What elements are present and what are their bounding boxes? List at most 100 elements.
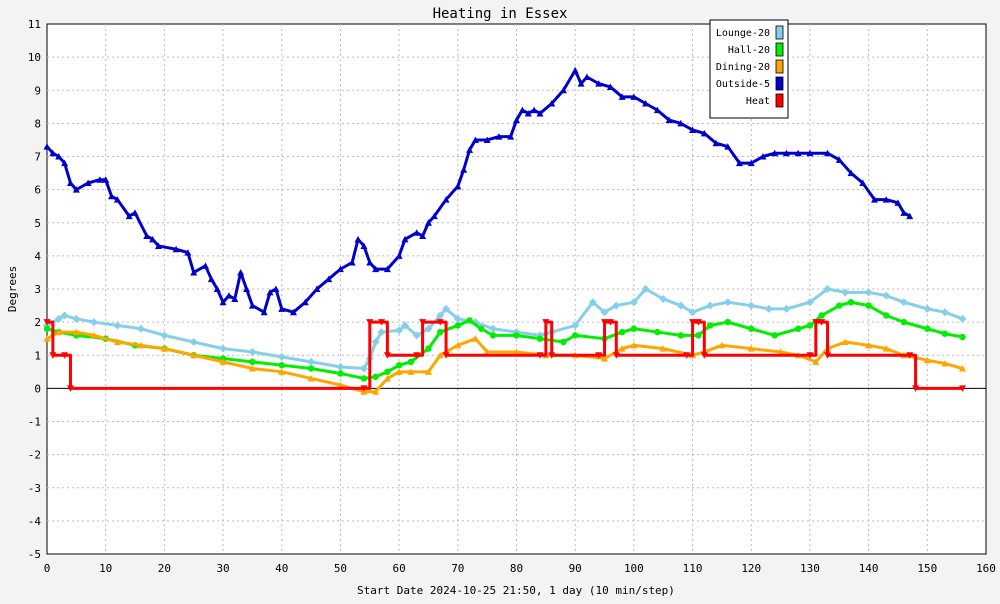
data-point bbox=[143, 232, 151, 239]
series-lounge-20 bbox=[43, 285, 967, 373]
data-point bbox=[601, 319, 609, 326]
x-tick-label: 40 bbox=[275, 562, 288, 575]
data-point bbox=[906, 352, 914, 359]
data-point bbox=[571, 66, 579, 74]
data-point bbox=[383, 265, 391, 273]
data-point bbox=[336, 362, 345, 371]
data-point bbox=[325, 275, 333, 283]
data-point bbox=[66, 385, 74, 392]
data-point bbox=[841, 288, 850, 297]
data-point bbox=[483, 348, 491, 355]
data-point bbox=[278, 368, 286, 375]
data-point bbox=[207, 275, 215, 283]
data-point bbox=[724, 318, 731, 326]
x-tick-label: 100 bbox=[624, 562, 644, 575]
data-point bbox=[641, 285, 650, 293]
series-outside-5 bbox=[43, 66, 914, 316]
data-point bbox=[54, 314, 63, 323]
data-point bbox=[642, 100, 650, 107]
data-point bbox=[782, 149, 790, 157]
data-point bbox=[654, 328, 661, 336]
data-point bbox=[336, 381, 344, 389]
data-point bbox=[653, 106, 661, 114]
data-point bbox=[454, 182, 462, 190]
data-point bbox=[377, 328, 386, 337]
data-point bbox=[360, 385, 368, 392]
series-hall-20 bbox=[43, 299, 966, 382]
y-tick-label: 6 bbox=[34, 184, 41, 197]
y-tick-label: 9 bbox=[34, 84, 41, 97]
data-point bbox=[401, 235, 409, 243]
data-point bbox=[437, 328, 444, 336]
data-point bbox=[489, 332, 497, 339]
data-point bbox=[513, 332, 520, 339]
data-point bbox=[248, 347, 257, 356]
data-point bbox=[706, 322, 714, 329]
data-point bbox=[959, 333, 966, 341]
data-point bbox=[958, 314, 967, 323]
x-tick-label: 160 bbox=[976, 562, 996, 575]
series-heat bbox=[43, 319, 967, 392]
data-point bbox=[630, 325, 638, 332]
data-point bbox=[219, 344, 228, 353]
x-tick-label: 0 bbox=[44, 562, 51, 575]
data-point bbox=[237, 268, 245, 276]
data-point bbox=[225, 292, 233, 299]
data-point bbox=[882, 196, 890, 203]
x-axis-label: Start Date 2024-10-25 21:50, 1 day (10 m… bbox=[357, 584, 675, 597]
data-point bbox=[436, 319, 444, 326]
data-point bbox=[883, 312, 890, 319]
data-point bbox=[894, 199, 902, 206]
data-point bbox=[724, 143, 732, 150]
data-point bbox=[495, 133, 503, 140]
series-line bbox=[46, 300, 963, 380]
data-point bbox=[559, 86, 567, 94]
data-point bbox=[424, 324, 433, 333]
chart-title: Heating in Essex bbox=[433, 6, 568, 22]
data-point bbox=[835, 156, 843, 163]
data-point bbox=[536, 109, 544, 117]
data-point bbox=[72, 328, 80, 336]
series-dining-20 bbox=[43, 328, 967, 395]
data-point bbox=[595, 352, 603, 359]
data-point bbox=[588, 298, 597, 307]
legend-box bbox=[709, 19, 789, 119]
data-point bbox=[794, 149, 802, 157]
data-point bbox=[612, 352, 620, 359]
data-point bbox=[683, 352, 691, 359]
data-point bbox=[747, 345, 755, 352]
data-point bbox=[407, 358, 415, 366]
legend-label: Hall-20 bbox=[728, 45, 770, 56]
data-point bbox=[213, 285, 221, 292]
x-tick-label: 120 bbox=[741, 562, 761, 575]
data-point bbox=[313, 285, 321, 292]
y-axis-label: Degrees bbox=[6, 266, 19, 312]
data-point bbox=[453, 314, 462, 323]
data-point bbox=[836, 302, 843, 309]
data-point bbox=[747, 301, 756, 310]
y-tick-label: 7 bbox=[34, 151, 41, 164]
data-point bbox=[395, 361, 403, 369]
x-tick-label: 70 bbox=[451, 562, 464, 575]
data-point bbox=[471, 335, 479, 342]
y-tick-label: 0 bbox=[34, 382, 41, 395]
data-point bbox=[419, 232, 427, 239]
data-point bbox=[366, 319, 374, 326]
data-point bbox=[395, 368, 403, 375]
data-point bbox=[712, 139, 720, 147]
data-point bbox=[384, 368, 391, 376]
data-point bbox=[248, 302, 256, 309]
data-point bbox=[184, 249, 192, 256]
data-point bbox=[818, 312, 825, 319]
x-tick-label: 130 bbox=[800, 562, 820, 575]
data-point bbox=[718, 341, 726, 349]
legend-label: Lounge-20 bbox=[716, 28, 770, 39]
data-point bbox=[577, 80, 585, 87]
data-point bbox=[248, 365, 256, 372]
data-point bbox=[695, 332, 702, 339]
data-point bbox=[272, 285, 280, 292]
data-point bbox=[372, 265, 380, 273]
data-point bbox=[601, 355, 609, 362]
data-point bbox=[60, 311, 69, 320]
